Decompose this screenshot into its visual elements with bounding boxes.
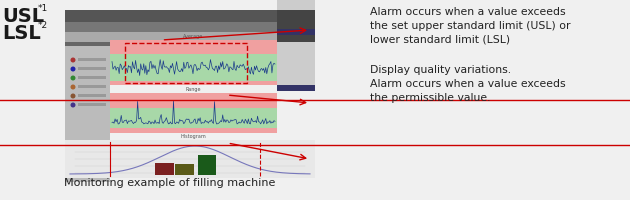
Bar (277, 85, 315, 91)
Text: Monitoring example of filling machine: Monitoring example of filling machine (64, 178, 276, 188)
Bar (78, 103, 106, 106)
Text: *2: *2 (38, 21, 48, 30)
Circle shape (71, 66, 76, 72)
Bar (277, 10, 315, 42)
Text: Alarm occurs when a value exceeds
the set upper standard limit (USL) or
lower st: Alarm occurs when a value exceeds the se… (370, 7, 571, 45)
Bar (277, 0, 315, 85)
Bar (155, 163, 174, 175)
Circle shape (71, 84, 76, 90)
Text: Range: Range (186, 87, 201, 92)
Text: Average: Average (183, 34, 203, 39)
Bar (277, 29, 315, 35)
Text: USL: USL (2, 7, 44, 26)
Bar (65, 22, 315, 32)
Bar (78, 67, 106, 70)
Bar (78, 76, 106, 79)
Bar (65, 42, 315, 46)
Bar (110, 93, 277, 133)
Bar (78, 94, 106, 97)
Text: LSL: LSL (2, 24, 41, 43)
Circle shape (71, 102, 76, 108)
Bar (65, 46, 110, 182)
Bar (65, 10, 315, 22)
Circle shape (71, 75, 76, 80)
Bar (197, 155, 216, 175)
Circle shape (71, 94, 76, 98)
Circle shape (71, 58, 76, 62)
Text: Display quality variations.
Alarm occurs when a value exceeds
the permissible va: Display quality variations. Alarm occurs… (370, 65, 566, 103)
Bar (110, 54, 277, 81)
Bar (65, 32, 315, 42)
Bar (175, 164, 194, 175)
Text: *1: *1 (38, 4, 49, 13)
Bar (125, 43, 247, 83)
Bar (78, 58, 106, 61)
Bar (110, 108, 277, 128)
Bar (110, 40, 277, 85)
Bar (78, 85, 106, 88)
Bar (65, 140, 315, 178)
Text: Histogram: Histogram (181, 134, 207, 139)
